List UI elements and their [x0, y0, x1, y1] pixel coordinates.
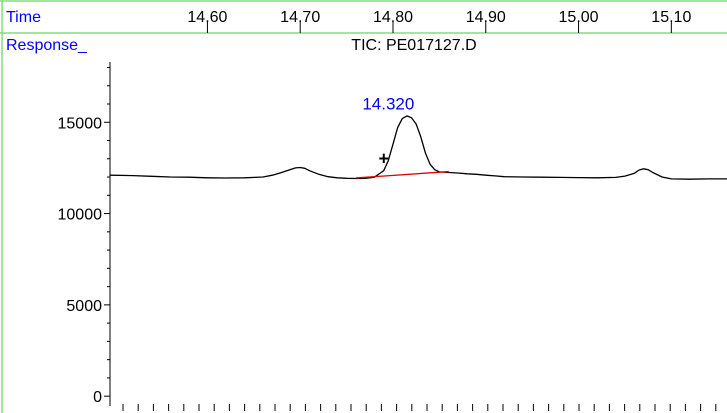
x-axis-ticks: 14.60 14.70 14.80 14.90 15.00 15.10 [187, 9, 691, 33]
y-tick-label: 0 [93, 389, 102, 406]
time-label: Time [6, 9, 41, 26]
peak-marker: + [378, 148, 389, 168]
x-tick-label: 14.70 [280, 9, 320, 26]
y-tick-label: 10000 [58, 207, 103, 224]
y-axis-ticks: 0 5000 10000 15000 [58, 66, 110, 406]
x-tick-label: 14.90 [466, 9, 506, 26]
bottom-minor-ticks [122, 404, 717, 411]
integration-baseline [355, 170, 449, 179]
plot-area: 14.320 + [109, 94, 727, 180]
x-tick-label: 14.80 [373, 9, 413, 26]
y-tick-label: 15000 [58, 115, 103, 132]
response-label: Response_ [6, 37, 88, 54]
y-tick-label: 5000 [66, 298, 102, 315]
x-tick-label: 14.60 [187, 9, 227, 26]
x-tick-label: 15.00 [559, 9, 599, 26]
x-tick-label: 15.10 [651, 9, 691, 26]
tic-trace-line [109, 115, 727, 180]
chart-title: TIC: PE017127.D [351, 37, 476, 54]
peak-label: 14.320 [362, 94, 414, 113]
